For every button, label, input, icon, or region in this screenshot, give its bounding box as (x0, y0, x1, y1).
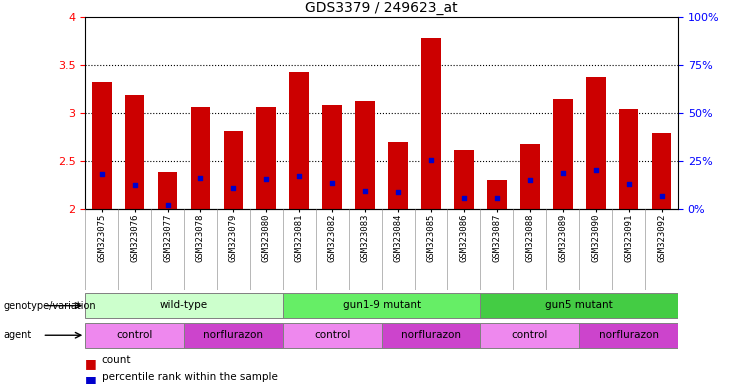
Bar (124, 95, 144, 209)
Bar (586, 77, 605, 209)
Text: genotype/variation: genotype/variation (4, 301, 96, 311)
Bar (158, 172, 177, 209)
Bar (85, 293, 283, 318)
Point (293, 173, 305, 179)
Bar (184, 323, 283, 348)
Bar (579, 323, 678, 348)
Bar (322, 105, 342, 209)
Bar (388, 142, 408, 209)
Point (590, 167, 602, 173)
Bar (92, 82, 112, 209)
Text: gun1-9 mutant: gun1-9 mutant (342, 300, 421, 310)
Point (622, 181, 634, 187)
Text: norflurazon: norflurazon (599, 330, 659, 340)
Bar (651, 134, 671, 209)
Bar (283, 293, 480, 318)
Text: ■: ■ (85, 374, 97, 384)
Text: percentile rank within the sample: percentile rank within the sample (102, 372, 277, 382)
Point (96, 171, 107, 177)
Point (359, 188, 371, 194)
Bar (553, 99, 573, 209)
Bar (382, 323, 480, 348)
Point (524, 177, 536, 184)
Text: gun5 mutant: gun5 mutant (545, 300, 613, 310)
Point (326, 180, 338, 187)
Bar (85, 323, 184, 348)
Text: norflurazon: norflurazon (204, 330, 263, 340)
Bar (454, 150, 473, 209)
Bar (355, 101, 375, 209)
Point (458, 195, 470, 201)
Bar (480, 323, 579, 348)
Text: control: control (511, 330, 548, 340)
Bar (480, 293, 678, 318)
Text: control: control (116, 330, 153, 340)
Bar (290, 72, 309, 209)
Bar (520, 144, 539, 209)
Bar (283, 323, 382, 348)
Text: agent: agent (4, 330, 32, 340)
Point (227, 185, 239, 191)
Text: count: count (102, 355, 131, 365)
Bar (421, 38, 441, 209)
Text: control: control (314, 330, 350, 340)
Point (162, 202, 173, 209)
Bar (619, 109, 639, 209)
Point (425, 157, 437, 164)
Point (195, 175, 207, 181)
Bar (224, 131, 243, 209)
Point (260, 175, 272, 182)
Point (556, 170, 568, 176)
Bar (487, 180, 507, 209)
Point (656, 193, 668, 199)
Text: norflurazon: norflurazon (401, 330, 461, 340)
Text: wild-type: wild-type (160, 300, 208, 310)
Bar (256, 107, 276, 209)
Point (129, 182, 141, 189)
Point (491, 195, 503, 201)
Title: GDS3379 / 249623_at: GDS3379 / 249623_at (305, 1, 458, 15)
Text: ■: ■ (85, 357, 97, 370)
Bar (190, 107, 210, 209)
Point (392, 189, 404, 195)
